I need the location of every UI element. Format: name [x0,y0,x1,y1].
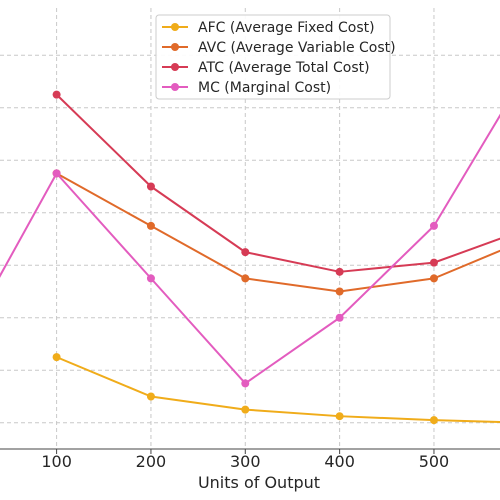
x-tick-label: 100 [41,452,72,471]
data-point [335,313,344,322]
x-tick-label: 400 [324,452,355,471]
series-line [56,356,500,423]
legend-item: ATC (Average Total Cost) [162,60,370,76]
data-point [52,353,61,362]
legend-item: MC (Marginal Cost) [162,80,331,96]
legend-label: MC (Marginal Cost) [198,80,331,96]
series-0 [52,353,500,425]
legend-item: AVC (Average Variable Cost) [162,40,396,56]
data-point [146,182,155,191]
data-point [335,287,344,296]
legend-label: AFC (Average Fixed Cost) [198,20,375,36]
legend-item: AFC (Average Fixed Cost) [162,20,375,36]
x-tick-label: 500 [419,452,450,471]
legend-label: AVC (Average Variable Cost) [198,40,396,56]
series-line [56,172,500,293]
data-point [241,248,250,257]
data-point [52,169,61,178]
x-tick-labels: 100200300400500600 [41,452,450,471]
data-point [146,221,155,230]
legend-swatch-marker [171,63,179,71]
data-point [146,274,155,283]
data-point [241,274,250,283]
series-1 [52,169,500,296]
legend: AFC (Average Fixed Cost) AVC (Average Var… [155,14,396,100]
series-3 [0,113,500,388]
data-point [429,416,438,425]
legend-swatch-marker [171,43,179,51]
data-point [335,412,344,421]
data-point [241,405,250,414]
x-tick-label: 300 [230,452,261,471]
data-point [52,90,61,99]
data-point [241,379,250,388]
data-point [429,258,438,267]
data-point [146,392,155,401]
series-lines [0,90,500,425]
legend-swatch-marker [171,23,179,31]
series-line [0,113,500,385]
x-axis [0,448,500,454]
x-axis-title: Units of Output [198,473,320,492]
legend-swatch-marker [171,83,179,91]
legend-label: ATC (Average Total Cost) [198,60,370,76]
series-line [55,93,500,273]
x-tick-label: 200 [136,452,167,471]
legend-box [155,14,391,100]
series-2 [52,90,500,276]
data-point [335,267,344,276]
data-point [429,221,438,230]
data-point [429,274,438,283]
